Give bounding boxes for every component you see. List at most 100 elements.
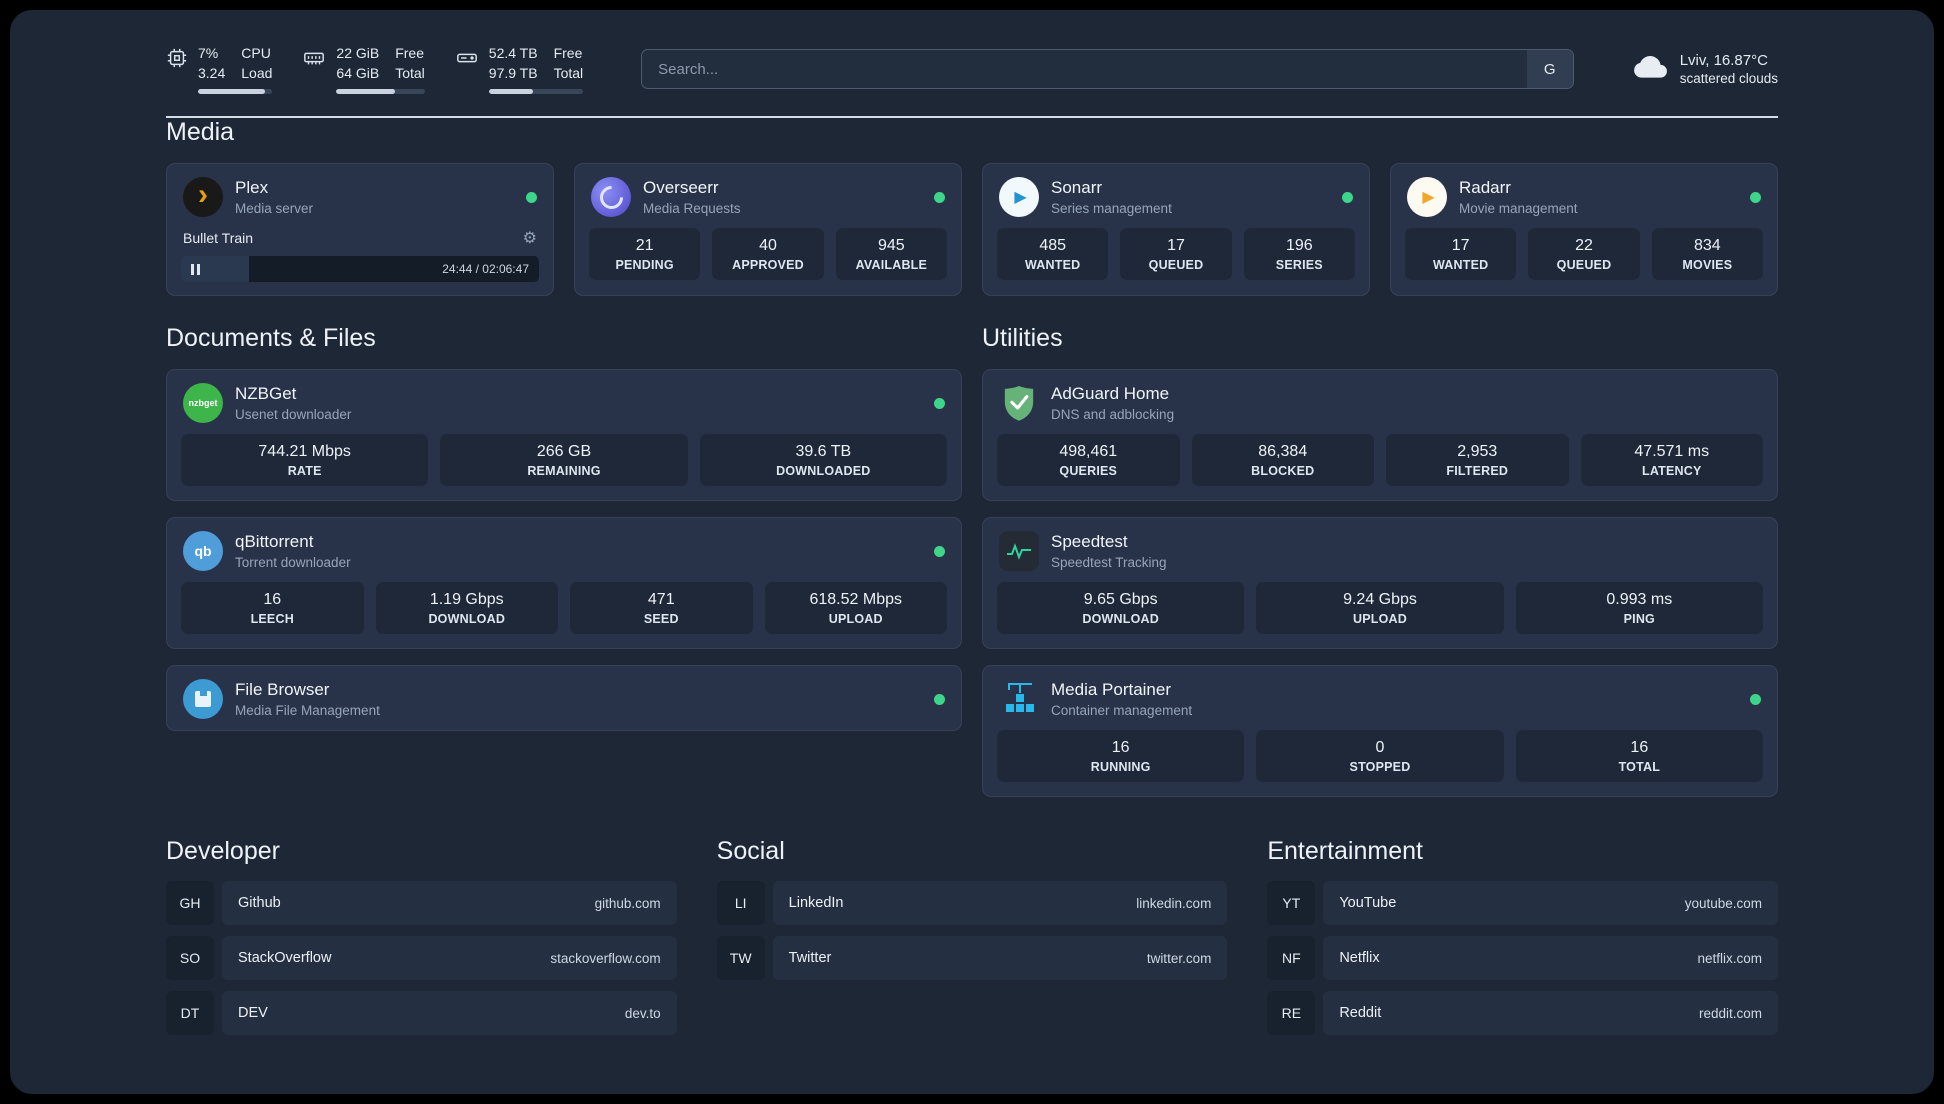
service-stats: 16 LEECH 1.19 Gbps DOWNLOAD 471 SEED 6 bbox=[167, 582, 961, 648]
filebrowser-icon bbox=[183, 679, 223, 720]
memory-total-value: 64 GiB bbox=[336, 64, 380, 81]
stat-label: STOPPED bbox=[1349, 760, 1411, 775]
cpu-widget: 7% 3.24 CPU Load bbox=[166, 44, 273, 95]
bookmark-list: GH Github github.com SO StackOverflow st… bbox=[166, 881, 677, 1036]
service-card-adguard[interactable]: AdGuard Home DNS and adblocking 498,461 … bbox=[982, 369, 1778, 502]
stat-tile: 2,953 FILTERED bbox=[1386, 434, 1569, 487]
stat-label: REMAINING bbox=[527, 464, 601, 479]
stat-tile: 485 WANTED bbox=[997, 228, 1109, 281]
bookmark-url: netflix.com bbox=[1697, 950, 1762, 966]
status-dot bbox=[526, 191, 537, 203]
disk-free-value: 52.4 TB bbox=[488, 45, 538, 61]
status-dot bbox=[934, 693, 945, 705]
bookmarks-social: Social LI LinkedIn linkedin.com TW Twitt… bbox=[716, 837, 1228, 1035]
search-bar: G bbox=[641, 49, 1574, 90]
stat-label: UPLOAD bbox=[1353, 612, 1407, 627]
bookmark-abbr: NF bbox=[1267, 936, 1316, 981]
card-header: AdGuard Home DNS and adblocking bbox=[983, 370, 1777, 434]
memory-free-value: 22 GiB bbox=[336, 45, 380, 61]
gear-icon[interactable] bbox=[523, 228, 537, 248]
bookmark-pill: StackOverflow stackoverflow.com bbox=[222, 936, 677, 981]
media-cards-row: Plex Media server Bullet Train 24:44 / 0… bbox=[166, 163, 1778, 297]
service-meta: qBittorrent Torrent downloader bbox=[235, 532, 914, 570]
memory-usage-bar bbox=[336, 89, 425, 95]
service-subtitle: Usenet downloader bbox=[235, 407, 352, 423]
bookmark-name: StackOverflow bbox=[238, 950, 332, 967]
bookmark-pill: Twitter twitter.com bbox=[772, 936, 1228, 981]
bookmark-youtube[interactable]: YT YouTube youtube.com bbox=[1267, 881, 1778, 926]
service-card-portainer[interactable]: Media Portainer Container management 16 … bbox=[982, 665, 1778, 798]
playback-time: 24:44 / 02:06:47 bbox=[442, 262, 529, 277]
bookmark-name: Netflix bbox=[1339, 950, 1380, 967]
status-dot bbox=[934, 191, 945, 203]
service-stats: 17 WANTED 22 QUEUED 834 MOVIES bbox=[1391, 228, 1777, 294]
stat-label: UPLOAD bbox=[828, 612, 883, 627]
stat-tile: 22 QUEUED bbox=[1528, 228, 1640, 281]
bookmark-dev[interactable]: DT DEV dev.to bbox=[166, 991, 677, 1036]
cpu-label: CPU bbox=[241, 45, 271, 61]
stat-label: QUERIES bbox=[1059, 464, 1118, 479]
search-input[interactable] bbox=[641, 49, 1574, 90]
service-card-plex[interactable]: Plex Media server Bullet Train 24:44 / 0… bbox=[166, 163, 554, 297]
service-subtitle: Media server bbox=[235, 201, 314, 217]
utilities-section: Utilities AdGuard Home DNS and adblockin… bbox=[982, 324, 1778, 798]
cpu-widget-body: 7% 3.24 CPU Load bbox=[198, 44, 273, 95]
service-name: AdGuard Home bbox=[1051, 384, 1170, 404]
bookmark-url: linkedin.com bbox=[1136, 895, 1212, 911]
stat-label: LEECH bbox=[250, 612, 294, 627]
stat-tile: 744.21 Mbps RATE bbox=[181, 434, 429, 487]
bookmark-abbr: SO bbox=[166, 936, 214, 981]
bookmark-netflix[interactable]: NF Netflix netflix.com bbox=[1267, 936, 1778, 981]
service-meta: File Browser Media File Management bbox=[235, 680, 914, 718]
pause-icon[interactable] bbox=[191, 263, 200, 275]
disk-usage-fill bbox=[488, 89, 534, 95]
playback-progress-bar[interactable]: 24:44 / 02:06:47 bbox=[181, 256, 539, 283]
card-header: Overseerr Media Requests bbox=[575, 164, 961, 228]
bookmark-name: Github bbox=[238, 895, 281, 912]
service-card-overseerr[interactable]: Overseerr Media Requests 21 PENDING 40 A… bbox=[574, 163, 962, 297]
stat-value: 17 bbox=[1167, 237, 1185, 255]
bookmark-linkedin[interactable]: LI LinkedIn linkedin.com bbox=[716, 881, 1228, 926]
topbar-divider bbox=[166, 116, 1778, 119]
stat-value: 9.24 Gbps bbox=[1343, 591, 1417, 609]
bookmark-stackoverflow[interactable]: SO StackOverflow stackoverflow.com bbox=[166, 936, 677, 981]
stat-tile: 47.571 ms LATENCY bbox=[1580, 434, 1763, 487]
service-card-nzbget[interactable]: nzbget NZBGet Usenet downloader 744.21 M… bbox=[166, 369, 962, 502]
bookmarks-grid: Developer GH Github github.com SO StackO… bbox=[166, 837, 1778, 1036]
stat-tile: 21 PENDING bbox=[589, 228, 701, 281]
bookmark-github[interactable]: GH Github github.com bbox=[166, 881, 677, 926]
bookmark-name: DEV bbox=[238, 1005, 268, 1022]
service-subtitle: Container management bbox=[1051, 703, 1193, 719]
bookmark-pill: Reddit reddit.com bbox=[1323, 991, 1778, 1036]
service-name: Speedtest bbox=[1051, 532, 1128, 552]
utilities-cards: AdGuard Home DNS and adblocking 498,461 … bbox=[982, 369, 1778, 798]
weather-location: Lviv, 16.87°C bbox=[1679, 52, 1768, 70]
memory-usage-fill bbox=[336, 89, 395, 95]
stat-value: 1.19 Gbps bbox=[429, 591, 504, 609]
service-stats: 16 RUNNING 0 STOPPED 16 TOTAL bbox=[983, 730, 1777, 796]
stat-label: QUEUED bbox=[1556, 258, 1612, 273]
cpu-sublabel: Load bbox=[241, 64, 273, 81]
stat-value: 21 bbox=[635, 237, 654, 255]
service-meta: Media Portainer Container management bbox=[1051, 680, 1730, 718]
service-card-qbittorrent[interactable]: qb qBittorrent Torrent downloader 16 LEE… bbox=[166, 517, 962, 650]
service-meta: Sonarr Series management bbox=[1051, 178, 1322, 216]
bookmark-twitter[interactable]: TW Twitter twitter.com bbox=[716, 936, 1228, 981]
stat-value: 86,384 bbox=[1258, 443, 1308, 461]
service-card-filebrowser[interactable]: File Browser Media File Management bbox=[166, 665, 962, 732]
card-header: Sonarr Series management bbox=[983, 164, 1369, 228]
card-header: Plex Media server bbox=[167, 164, 553, 228]
service-card-speedtest[interactable]: Speedtest Speedtest Tracking 9.65 Gbps D… bbox=[982, 517, 1778, 650]
search-provider-button[interactable]: G bbox=[1526, 50, 1573, 89]
card-header: qb qBittorrent Torrent downloader bbox=[167, 518, 961, 582]
service-card-radarr[interactable]: Radarr Movie management 17 WANTED 22 QUE… bbox=[1390, 163, 1778, 297]
bookmark-abbr: YT bbox=[1267, 881, 1316, 926]
sonarr-icon bbox=[999, 177, 1039, 218]
section-title-documents: Documents & Files bbox=[166, 324, 376, 353]
cloud-icon bbox=[1632, 54, 1668, 85]
bookmark-reddit[interactable]: RE Reddit reddit.com bbox=[1267, 991, 1778, 1036]
bookmark-pill: Netflix netflix.com bbox=[1323, 936, 1778, 981]
bookmark-pill: LinkedIn linkedin.com bbox=[772, 881, 1228, 926]
service-card-sonarr[interactable]: Sonarr Series management 485 WANTED 17 Q… bbox=[982, 163, 1370, 297]
bookmarks-entertainment: Entertainment YT YouTube youtube.com NF … bbox=[1267, 837, 1778, 1036]
